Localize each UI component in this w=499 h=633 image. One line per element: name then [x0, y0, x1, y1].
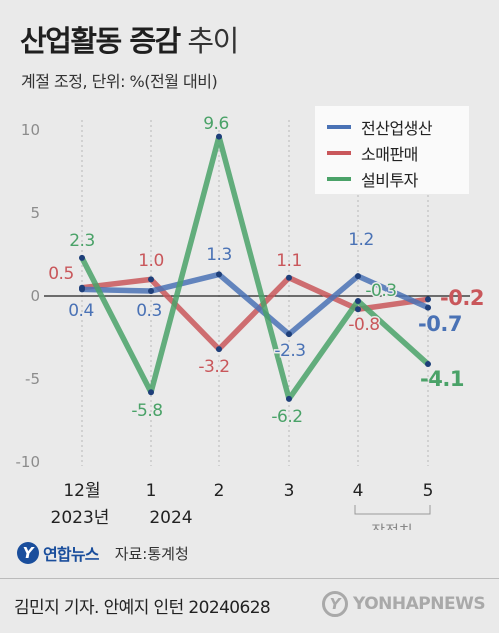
y-tick-label: 5: [30, 204, 40, 222]
legend-label-production: 전산업생산: [361, 119, 433, 138]
y-tick-label: 0: [30, 287, 40, 305]
data-label-investment: -4.1: [420, 367, 464, 391]
legend-item-production: 전산업생산: [327, 115, 433, 139]
series-line-investment: [79, 133, 431, 402]
legend-item-investment: 설비투자: [327, 167, 418, 191]
data-point-investment: [425, 361, 431, 368]
legend-label-retail: 소매판매: [361, 145, 418, 164]
data-label-retail: 0.5: [48, 264, 74, 284]
y-tick-label: -10: [16, 453, 41, 471]
data-point-investment: [286, 395, 292, 402]
unit-subtitle: 계절 조정, 단위: %(전월 대비): [21, 72, 218, 91]
data-label-investment: -5.8: [131, 401, 162, 421]
data-label-retail: -3.2: [198, 357, 229, 377]
data-label-retail: 1.1: [276, 251, 302, 271]
yonhap-logo-icon: Y: [17, 542, 39, 564]
data-label-investment: 2.3: [69, 231, 95, 251]
data-label-investment: 9.6: [203, 114, 229, 134]
data-point-production: [355, 273, 361, 280]
data-point-retail: [425, 296, 431, 303]
legend: 전산업생산 소매판매 설비투자: [315, 106, 469, 194]
data-label-production: -0.7: [418, 312, 462, 336]
title-sub: 추이: [187, 24, 239, 58]
x-tick-label: 2: [214, 481, 225, 501]
data-point-production: [286, 331, 292, 338]
x-tick-label: 1: [146, 481, 157, 501]
source-row: Y 연합뉴스 자료:통계청: [17, 540, 189, 566]
footer-divider: [0, 578, 499, 579]
data-point-retail: [148, 276, 154, 283]
preliminary-label: 잠정치: [371, 522, 412, 530]
data-point-production: [216, 271, 222, 278]
preliminary-bracket: [354, 505, 431, 515]
legend-swatch-investment: [327, 177, 351, 181]
legend-label-investment: 설비투자: [361, 171, 418, 190]
x-tick-label: 3: [284, 481, 295, 501]
data-point-investment: [355, 297, 361, 304]
x-tick-label-year: 2023년: [51, 508, 110, 528]
data-point-investment: [148, 389, 154, 396]
data-label-retail: -0.2: [440, 286, 484, 310]
data-label-retail: -0.8: [348, 315, 379, 335]
series-line-retail: [79, 274, 431, 352]
data-label-production: -2.3: [274, 341, 305, 361]
source-label: 자료:통계청: [114, 544, 189, 563]
watermark-text: YONHAPNEWS: [353, 594, 486, 614]
data-label-investment: -6.2: [271, 407, 302, 427]
data-point-production: [79, 286, 85, 293]
chart-title: 산업활동 증감 추이: [20, 18, 239, 60]
y-tick-label: -5: [25, 370, 40, 388]
watermark: Y YONHAPNEWS: [322, 588, 486, 620]
x-tick-label: 4: [353, 481, 364, 501]
x-tick-label-year: 2024: [149, 508, 192, 528]
credit-line: 김민지 기자. 안예지 인턴 20240628: [14, 598, 271, 618]
x-tick-label: 5: [423, 481, 434, 501]
data-point-investment: [216, 133, 222, 140]
data-label-production: 1.2: [348, 230, 374, 250]
data-label-retail: 1.0: [138, 251, 164, 271]
data-point-investment: [79, 254, 85, 261]
yonhap-logo-text: 연합뉴스: [43, 545, 99, 564]
data-label-investment: -0.3: [365, 281, 396, 301]
legend-swatch-retail: [327, 151, 351, 155]
watermark-logo-icon: Y: [322, 591, 348, 617]
legend-swatch-production: [327, 125, 351, 129]
data-label-production: 0.3: [136, 301, 162, 321]
line-chart: 10 5 0 -5 -10 12월 1 2 3 4 5 2023년 2024 잠정치 0.4 0.3 1.3 -2…: [16, 113, 485, 531]
y-tick-label: 10: [21, 121, 40, 139]
legend-item-retail: 소매판매: [327, 141, 418, 165]
data-point-production: [425, 304, 431, 311]
series-line-production: [79, 271, 431, 337]
title-main: 산업활동 증감: [20, 24, 181, 58]
data-label-production: 1.3: [206, 245, 232, 265]
data-point-production: [148, 288, 154, 295]
data-point-retail: [286, 274, 292, 281]
x-tick-label: 12월: [63, 481, 100, 501]
data-label-production: 0.4: [68, 301, 94, 321]
data-point-retail: [216, 346, 222, 353]
data-point-retail: [355, 306, 361, 313]
